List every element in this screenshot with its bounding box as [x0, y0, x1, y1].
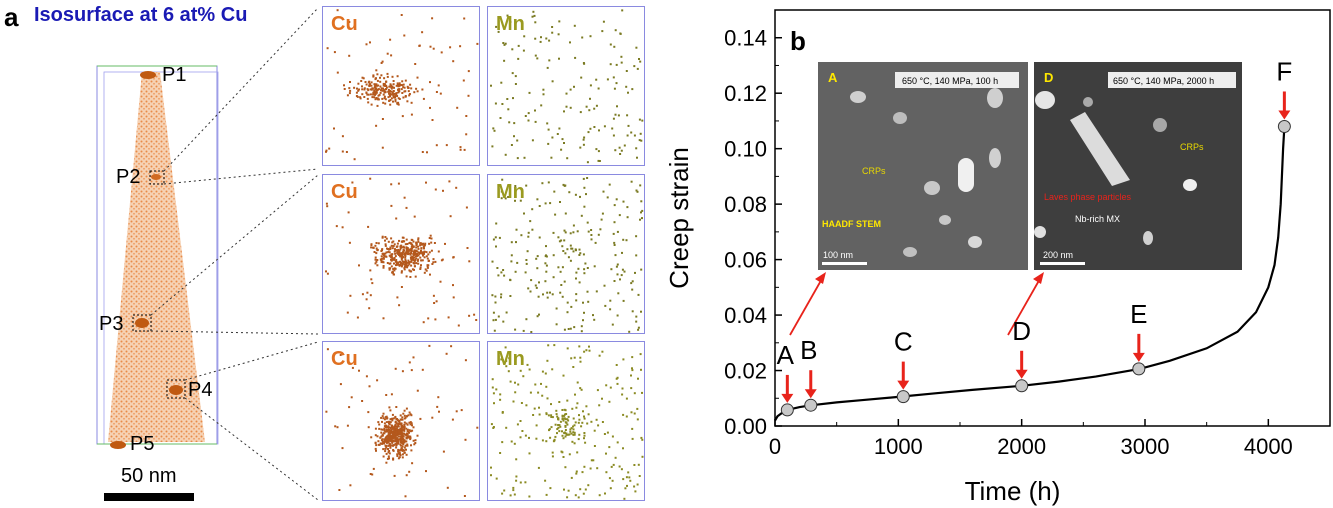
atom-cloud: [490, 344, 644, 500]
particle-label-p3: P3: [99, 313, 124, 335]
scale-bar-label: 50 nm: [121, 465, 177, 487]
atom-cloud: [325, 9, 479, 161]
particle-label-p4: P4: [188, 379, 213, 401]
point-arrow-head-E: [1132, 352, 1145, 362]
point-arrow-head-D: [1015, 369, 1028, 379]
inset-a-condition: 650 °C, 140 MPa, 100 h: [902, 76, 998, 86]
y-tick-label: 0.10: [724, 137, 767, 162]
data-point-C: [896, 390, 910, 404]
x-tick-label: 4000: [1244, 434, 1293, 459]
atom-cloud: [325, 177, 478, 327]
point-label-A: A: [777, 340, 795, 370]
particle-p2: [151, 174, 161, 180]
plot-frame: [774, 9, 1331, 427]
element-map-p2-cu: Cu: [322, 6, 480, 166]
point-label-D: D: [1012, 316, 1031, 346]
inset-d-condition: 650 °C, 140 MPa, 2000 h: [1113, 76, 1214, 86]
inset-a-letter: A: [828, 70, 838, 85]
particle-p3: [135, 318, 149, 328]
element-label: Cu: [331, 13, 358, 35]
element-map-p3-mn: Mn: [487, 174, 645, 334]
element-map-p4-mn: Mn: [487, 341, 645, 501]
data-point-F: [1277, 119, 1291, 133]
x-axis-label: Time (h): [965, 476, 1061, 506]
y-tick-label: 0.06: [724, 248, 767, 273]
isosurface-title: Isosurface at 6 at% Cu: [34, 4, 248, 26]
element-label: Mn: [496, 13, 525, 35]
particle-p5: [110, 441, 126, 449]
element-map-p4-cu: Cu: [322, 341, 480, 501]
inset-d-crps: CRPs: [1180, 142, 1204, 152]
x-tick-label: 3000: [1121, 434, 1170, 459]
y-tick-label: 0.04: [724, 303, 767, 328]
data-point-D: [1015, 379, 1029, 393]
inset-d-letter: D: [1044, 70, 1053, 85]
particle-label-p5: P5: [130, 433, 155, 455]
inset-image-d: 650 °C, 140 MPa, 2000 h D CRPs Laves pha…: [1034, 62, 1242, 270]
particle-p1: [140, 71, 156, 79]
element-map-p3-cu: Cu: [322, 174, 480, 334]
y-axis-label: Creep strain: [664, 147, 694, 289]
data-point-A: [780, 403, 794, 417]
panel-b-label: b: [790, 26, 806, 56]
apt-reconstruction: [96, 7, 319, 501]
element-label: Cu: [331, 181, 358, 203]
point-label-C: C: [894, 327, 913, 357]
inset-a-pointer-head: [815, 272, 826, 284]
element-label: Mn: [496, 348, 525, 370]
inset-image-a: 650 °C, 140 MPa, 100 h A CRPs HAADF STEM…: [818, 62, 1028, 270]
inset-a-scale: 100 nm: [823, 250, 853, 260]
particle-label-p1: P1: [162, 64, 187, 86]
particle-label-p2: P2: [116, 166, 141, 188]
y-tick-label: 0.14: [724, 26, 767, 51]
inset-a-crps: CRPs: [862, 166, 886, 176]
point-arrow-head-B: [804, 389, 817, 399]
point-label-B: B: [800, 335, 817, 365]
inset-d-scale: 200 nm: [1043, 250, 1073, 260]
point-label-E: E: [1130, 299, 1147, 329]
y-tick-label: 0.12: [724, 81, 767, 106]
x-tick-label: 2000: [997, 434, 1046, 459]
point-arrow-head-C: [897, 380, 910, 390]
y-tick-label: 0.02: [724, 359, 767, 384]
element-label: Cu: [331, 348, 358, 370]
element-map-p2-mn: Mn: [487, 6, 645, 166]
creep-curve: [774, 126, 1286, 422]
inset-a-haadf: HAADF STEM: [822, 219, 881, 229]
point-label-F: F: [1276, 56, 1292, 86]
x-tick-label: 1000: [874, 434, 923, 459]
data-point-E: [1132, 362, 1146, 376]
y-tick-label: 0.08: [724, 192, 767, 217]
atom-cloud: [491, 177, 644, 333]
point-arrow-head-F: [1278, 110, 1291, 120]
x-tick-label: 0: [769, 434, 781, 459]
inset-d-laves: Laves phase particles: [1044, 192, 1132, 202]
particle-p4: [169, 385, 183, 395]
inset-d-pointer-head: [1033, 272, 1044, 284]
inset-d-pointer: [1007, 276, 1042, 336]
data-point-B: [804, 398, 818, 412]
point-arrow-head-A: [781, 393, 794, 403]
inset-a-pointer: [789, 276, 824, 336]
scale-bar: [104, 493, 194, 501]
element-label: Mn: [496, 181, 525, 203]
atom-cloud: [490, 9, 644, 164]
y-tick-label: 0.00: [724, 414, 767, 439]
panel-a-label: a: [4, 2, 19, 32]
atom-cloud: [325, 344, 479, 498]
inset-d-mx: Nb-rich MX: [1075, 214, 1120, 224]
